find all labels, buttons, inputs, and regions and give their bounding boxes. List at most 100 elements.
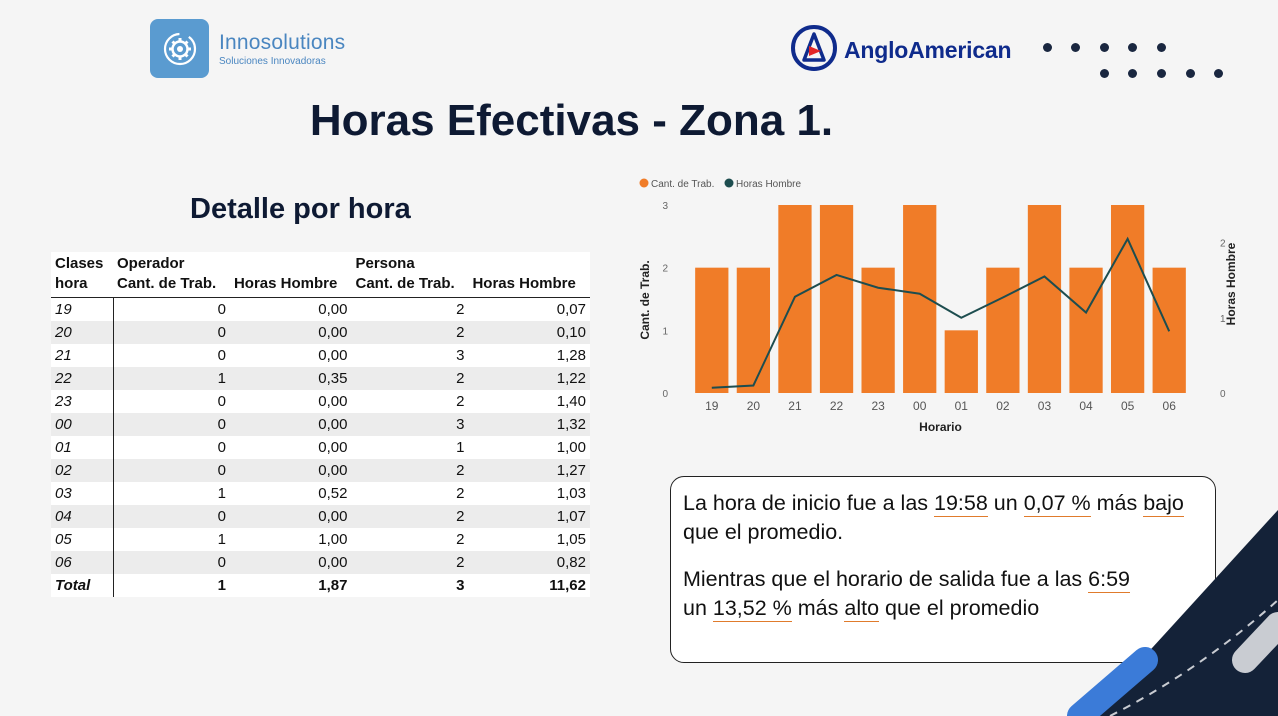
decorative-dots	[1040, 40, 1240, 80]
cell-persona-hh: 1,32	[556, 416, 586, 433]
table-row: 01 0 0,00 1 1,00	[51, 436, 590, 459]
page-title: Horas Efectivas - Zona 1.	[309, 96, 834, 145]
end-comparison-word: alto	[844, 596, 880, 622]
bar-cant-trab-02	[986, 267, 1020, 393]
start-time: 19:58	[934, 491, 988, 517]
cell-persona-hh: 1,00	[556, 439, 586, 456]
cell-operador-hh: 0,00	[318, 554, 348, 571]
start-comparison-word: bajo	[1143, 491, 1184, 517]
header-persona-cant: Persona Cant. de Trab.	[355, 255, 455, 292]
x-tick-label: 22	[830, 399, 844, 413]
cell-operador-hh: 0,00	[318, 416, 348, 433]
cell-operador-cant: 0	[217, 416, 226, 433]
y-tick-label: 2	[662, 264, 668, 275]
table-row: 20 0 0,00 2 0,10	[51, 321, 590, 344]
y2-tick-label: 2	[1220, 239, 1226, 250]
y2-tick-label: 0	[1220, 389, 1226, 400]
cell-hora: 06	[51, 551, 114, 574]
x-tick-label: 00	[913, 399, 927, 413]
innosolutions-logo: Innosolutions Soluciones Innovadoras	[150, 19, 345, 78]
cell-operador-hh: 0,52	[318, 485, 348, 502]
cell-hora: 04	[51, 505, 114, 528]
y-tick-label: 3	[662, 201, 668, 212]
note-end-paragraph: Mientras que el horario de salida fue a …	[683, 567, 1131, 622]
x-tick-label: 20	[747, 399, 761, 413]
y-tick-label: 1	[662, 326, 668, 337]
cell-operador-hh: 0,35	[318, 370, 348, 387]
cell-operador-hh: 0,00	[318, 347, 348, 364]
cell-hora: Total	[51, 574, 114, 597]
bar-cant-trab-22	[819, 205, 854, 393]
table-row: 22 1 0,35 2 1,22	[51, 367, 590, 390]
cell-persona-cant: 2	[456, 508, 465, 525]
cell-persona-hh: 1,03	[556, 485, 586, 502]
cell-hora: 02	[51, 459, 114, 482]
y2-axis-label: Horas Hombre	[1224, 242, 1238, 325]
line-horas-hombre	[711, 236, 1171, 389]
cell-persona-hh: 0,82	[556, 554, 586, 571]
end-percentage: 13,52 %	[712, 596, 792, 622]
cell-persona-cant: 2	[456, 393, 465, 410]
table-row: 04 0 0,00 2 1,07	[51, 505, 590, 528]
cell-operador-hh: 0,00	[318, 324, 348, 341]
bar-cant-trab-20	[736, 267, 771, 393]
cell-operador-cant: 1	[217, 485, 226, 502]
cell-hora: 21	[51, 344, 114, 367]
table-row: 21 0 0,00 3 1,28	[51, 344, 590, 367]
table-row: 02 0 0,00 2 1,27	[51, 459, 590, 482]
table-row: 00 0 0,00 3 1,32	[51, 413, 590, 436]
table-row: 23 0 0,00 2 1,40	[51, 390, 590, 413]
cell-operador-cant: 0	[217, 462, 226, 479]
bar-cant-trab-05	[1110, 205, 1145, 393]
note-start-paragraph: La hora de inicio fue a las 19:58 un 0,0…	[683, 491, 1184, 544]
cell-persona-cant: 3	[456, 416, 465, 433]
cell-persona-hh: 1,22	[556, 370, 586, 387]
summary-note: La hora de inicio fue a las 19:58 un 0,0…	[670, 476, 1216, 663]
cell-operador-hh: 1,87	[318, 577, 348, 594]
angloamerican-logo: AngloAmerican	[790, 24, 1012, 77]
bar-cant-trab-01	[944, 330, 978, 393]
cell-persona-hh: 1,05	[556, 531, 586, 548]
cell-persona-hh: 0,07	[556, 301, 586, 318]
anglo-american-mark-icon	[790, 24, 838, 77]
x-tick-label: 23	[871, 399, 885, 413]
cell-operador-hh: 0,00	[318, 301, 348, 318]
cell-operador-cant: 0	[217, 301, 226, 318]
x-tick-label: 01	[955, 399, 969, 413]
corner-decoration	[1050, 510, 1278, 716]
cell-operador-cant: 0	[217, 347, 226, 364]
bar-cant-trab-19	[695, 267, 729, 393]
cell-persona-cant: 2	[456, 554, 465, 571]
table-row: 03 1 0,52 2 1,03	[51, 482, 590, 505]
cell-operador-cant: 1	[217, 531, 226, 548]
cell-persona-cant: 2	[456, 531, 465, 548]
cell-persona-cant: 2	[456, 485, 465, 502]
cell-operador-cant: 0	[217, 439, 226, 456]
legend-label-horas-hombre: Horas Hombre	[736, 179, 801, 190]
x-axis-label: Horario	[919, 420, 962, 434]
cell-operador-cant: 0	[217, 554, 226, 571]
cell-operador-cant: 1	[217, 370, 226, 387]
cell-hora: 19	[51, 297, 114, 321]
hourly-chart: Cant. de Trab. Horas Hombre 0 1 2 3 0 1 2 19 20 21 2…	[630, 170, 1250, 445]
legend-marker-horas-hombre	[724, 178, 734, 188]
cell-hora: 20	[51, 321, 114, 344]
cell-operador-cant: 0	[217, 324, 226, 341]
section-subtitle: Detalle por hora	[190, 193, 411, 225]
cell-operador-hh: 0,00	[318, 462, 348, 479]
cell-hora: 03	[51, 482, 114, 505]
innosolutions-tagline: Soluciones Innovadoras	[219, 55, 326, 67]
cell-hora: 22	[51, 367, 114, 390]
cell-operador-hh: 0,00	[318, 508, 348, 525]
x-tick-label: 04	[1079, 399, 1093, 413]
cell-operador-cant: 1	[217, 577, 226, 594]
cell-operador-hh: 0,00	[318, 393, 348, 410]
y-tick-label: 0	[662, 389, 668, 400]
cell-operador-hh: 0,00	[318, 439, 348, 456]
cell-persona-cant: 2	[456, 370, 465, 387]
table-header-row: Clases hora Operador Cant. de Trab. Horas …	[51, 252, 590, 298]
x-tick-label: 21	[788, 399, 802, 413]
x-tick-label: 05	[1121, 399, 1135, 413]
innosolutions-name: Innosolutions	[219, 30, 346, 54]
